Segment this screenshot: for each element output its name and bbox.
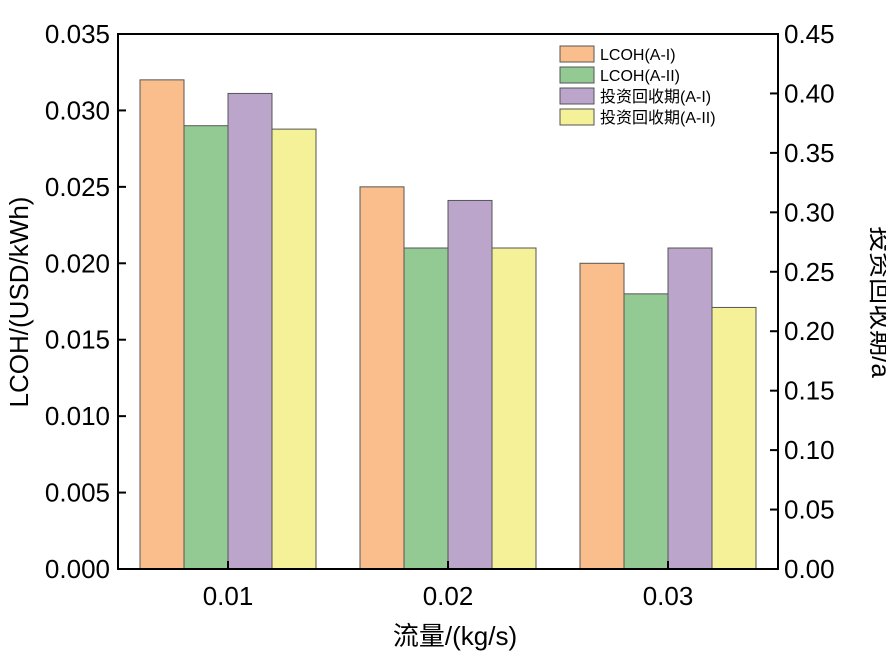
x-tick-label: 0.03: [643, 581, 694, 611]
left-tick-label: 0.035: [45, 19, 110, 49]
bar-投资回收期(A-II)-0.03: [711, 306, 757, 570]
bar-投资回收期(A-I)-0.01: [227, 92, 273, 570]
bar-LCOH(A-I)-0.01: [139, 79, 185, 570]
right-tick-label: 0.30: [784, 197, 835, 227]
y2-axis-title: 投资回收期/a: [866, 226, 886, 378]
bar-LCOH(A-II)-0.01: [183, 125, 229, 570]
legend-swatch: [559, 66, 595, 84]
legend-label: 投资回收期(A-II): [600, 109, 716, 127]
left-tick-label: 0.005: [45, 478, 110, 508]
right-tick-label: 0.10: [784, 435, 835, 465]
left-tick-label: 0.000: [45, 554, 110, 584]
x-axis-title: 流量/(kg/s): [393, 621, 517, 651]
left-tick-label: 0.015: [45, 325, 110, 355]
left-tick-label: 0.025: [45, 172, 110, 202]
right-tick-label: 0.05: [784, 495, 835, 525]
bar-投资回收期(A-II)-0.02: [491, 247, 537, 570]
bars-layer: [139, 79, 757, 570]
y-axis-title: LCOH/(USD/kWh): [4, 197, 34, 408]
x-tick-label: 0.01: [203, 581, 254, 611]
bar-投资回收期(A-I)-0.02: [447, 199, 493, 570]
bar-LCOH(A-I)-0.02: [359, 186, 405, 570]
right-tick-label: 0.00: [784, 554, 835, 584]
bar-投资回收期(A-I)-0.03: [667, 247, 713, 570]
bar-LCOH(A-II)-0.02: [403, 247, 449, 570]
legend-swatch: [559, 87, 595, 105]
right-tick-label: 0.45: [784, 19, 835, 49]
bar-投资回收期(A-II)-0.01: [271, 128, 317, 570]
right-tick-label: 0.40: [784, 78, 835, 108]
legend-swatch: [559, 108, 595, 126]
right-tick-label: 0.15: [784, 376, 835, 406]
legend-label: LCOH(A-II): [600, 68, 680, 85]
legend-label: LCOH(A-I): [600, 47, 676, 64]
right-axis: 0.00 0.05 0.10 0.15 0.20 0.25 0.30 0.35 0.40 0.45: [770, 19, 835, 584]
left-axis: 0.000 0.005 0.010 0.015 0.020 0.025 0.030 0.035: [45, 19, 126, 584]
legend-label: 投资回收期(A-I): [600, 88, 711, 106]
legend-swatch: [559, 45, 595, 63]
left-tick-label: 0.020: [45, 248, 110, 278]
legend: LCOH(A-I) LCOH(A-II) 投资回收期(A-I) 投资回收期(A-II): [559, 45, 716, 127]
x-axis: 0.01 0.02 0.03: [203, 561, 694, 611]
right-tick-label: 0.35: [784, 138, 835, 168]
bar-LCOH(A-I)-0.03: [579, 262, 625, 570]
left-tick-label: 0.010: [45, 401, 110, 431]
right-tick-label: 0.25: [784, 257, 835, 287]
left-tick-label: 0.030: [45, 95, 110, 125]
right-tick-label: 0.20: [784, 316, 835, 346]
bar-LCOH(A-II)-0.03: [623, 293, 669, 570]
x-tick-label: 0.02: [423, 581, 474, 611]
